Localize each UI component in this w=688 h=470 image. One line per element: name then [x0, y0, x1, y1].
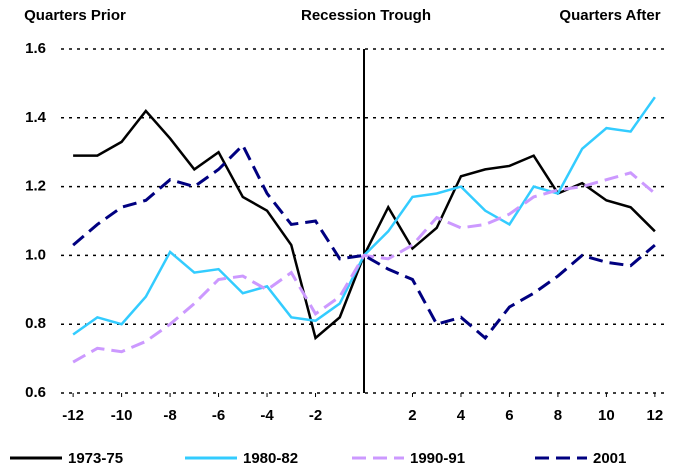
- header-right: Quarters After: [559, 7, 660, 24]
- y-tick-label: 1.0: [25, 246, 46, 263]
- x-tick-label: 2: [408, 407, 416, 424]
- header-left: Quarters Prior: [24, 7, 126, 24]
- legend-label: 1990-91: [410, 450, 465, 467]
- y-tick-label: 1.6: [25, 40, 46, 57]
- x-tick-label: 12: [647, 407, 664, 424]
- y-tick-label: 1.4: [25, 109, 47, 126]
- y-tick-label: 0.8: [25, 315, 46, 332]
- header-center: Recession Trough: [301, 7, 431, 24]
- series-line: [72, 142, 656, 341]
- x-tick-label: -8: [163, 407, 176, 424]
- x-tick-label: -12: [62, 407, 84, 424]
- x-tick-label: -4: [260, 407, 274, 424]
- y-tick-label: 1.2: [25, 178, 46, 195]
- x-tick-label: 4: [457, 407, 466, 424]
- x-tick-label: 6: [505, 407, 513, 424]
- x-tick-label: 8: [554, 407, 562, 424]
- legend-label: 1980-82: [243, 450, 298, 467]
- y-tick-label: 0.6: [25, 384, 46, 401]
- x-tick-label: 10: [598, 407, 615, 424]
- series-line: [72, 171, 656, 364]
- legend-label: 2001: [593, 450, 626, 467]
- x-tick-label: -6: [212, 407, 225, 424]
- x-tick-label: -2: [309, 407, 322, 424]
- x-tick-label: -10: [111, 407, 133, 424]
- legend-label: 1973-75: [68, 450, 123, 467]
